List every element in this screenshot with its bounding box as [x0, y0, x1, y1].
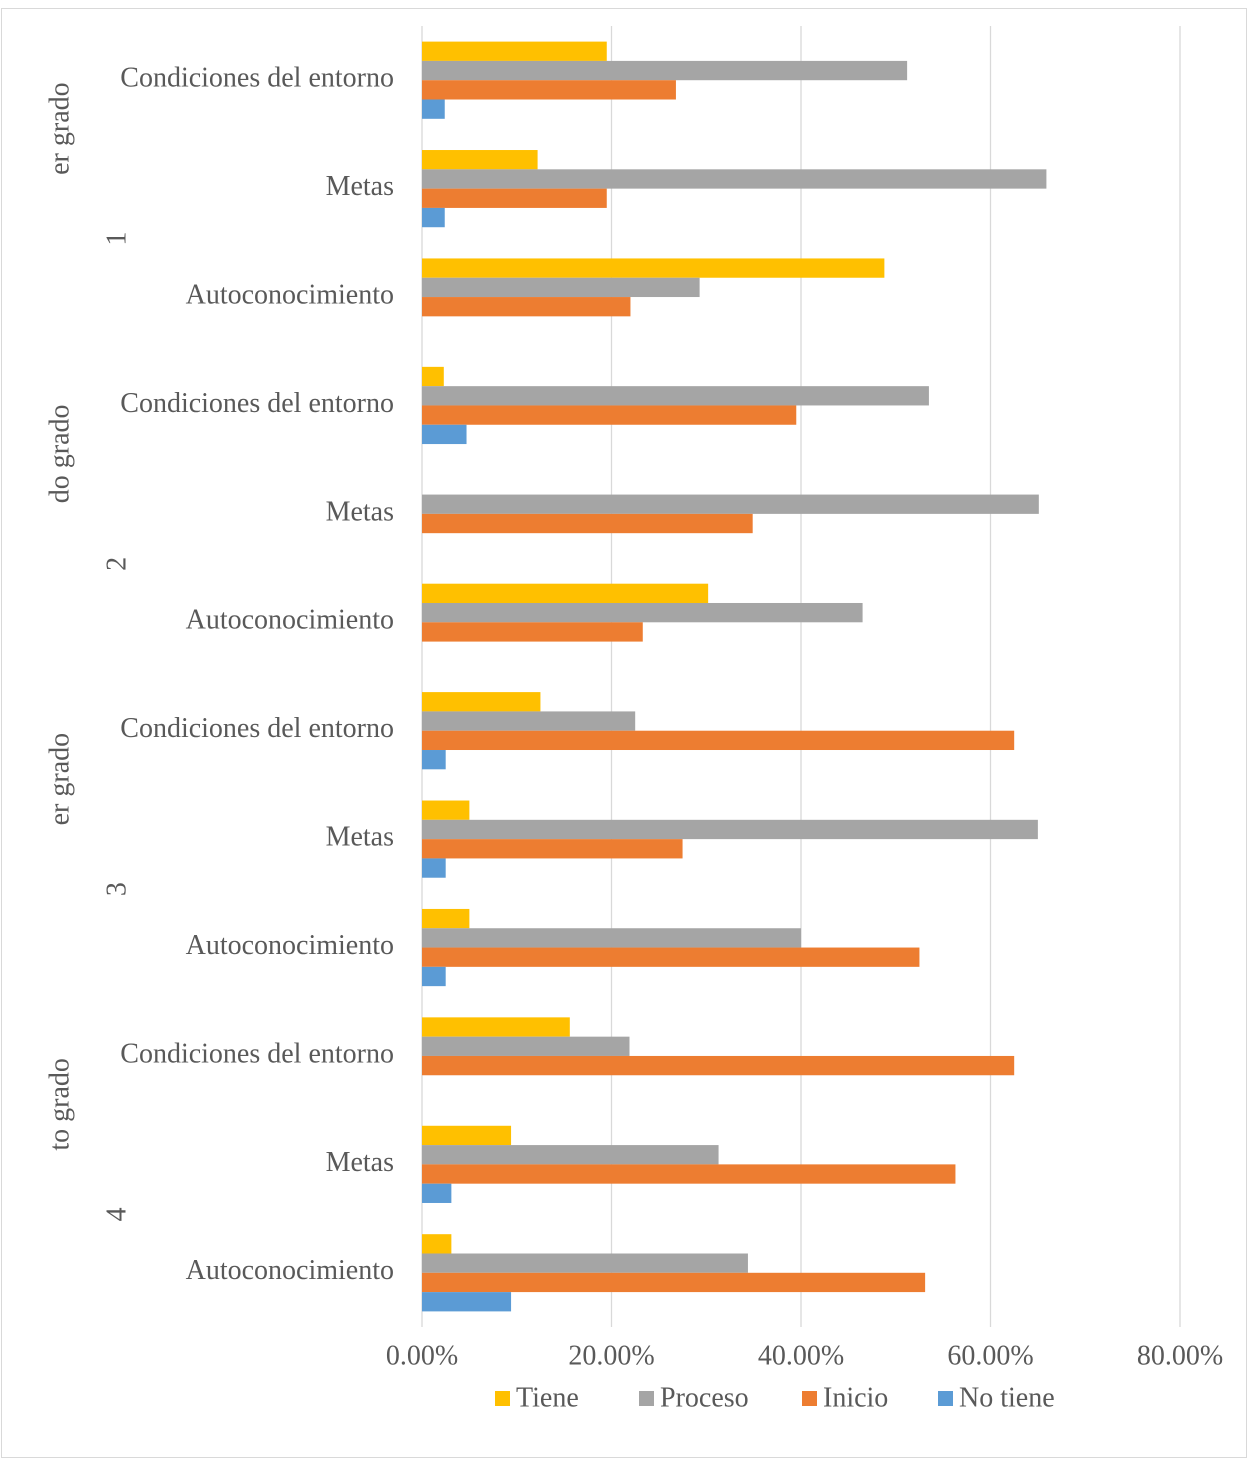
category-label: Metas [326, 171, 394, 202]
bar-proceso [422, 277, 700, 298]
group-label-ordinal: 4 [101, 1207, 132, 1221]
group-label: 2 do grado [44, 404, 132, 570]
bar-inicio [422, 1272, 926, 1293]
bar-tiene [422, 908, 470, 929]
bar-proceso [422, 602, 863, 623]
bar-inicio [422, 297, 631, 317]
bar-no-tiene [422, 99, 445, 119]
legend-item-inicio: Inicio [802, 1382, 888, 1413]
bar-inicio [422, 947, 920, 967]
bar-proceso [422, 169, 1047, 189]
bar-proceso [422, 711, 636, 731]
bar-tiene [422, 150, 538, 170]
x-axis-ticks: 0.00% 20.00% 40.00% 60.00% 80.00% [386, 1340, 1223, 1371]
x-tick-label: 0.00% [386, 1340, 458, 1371]
category-label: Condiciones del entorno [120, 1038, 394, 1069]
bar-proceso [422, 928, 801, 948]
bar-tiene [422, 1017, 570, 1037]
group-label-ordinal: 3 [101, 882, 132, 896]
category-label: Autoconocimiento [186, 930, 394, 961]
category-label: Condiciones del entorno [120, 63, 394, 94]
gridlines [421, 26, 1181, 1327]
category-label: Metas [326, 496, 394, 527]
x-tick-label: 80.00% [1137, 1340, 1223, 1371]
bar-no-tiene [422, 424, 467, 445]
bar-no-tiene [422, 207, 445, 228]
bar-proceso [422, 386, 929, 406]
bar-proceso [422, 1253, 748, 1273]
group-label: 4 to grado [44, 1058, 132, 1221]
bar-no-tiene [422, 750, 446, 770]
category-label: Condiciones del entorno [120, 388, 394, 419]
legend-label: Inicio [823, 1382, 888, 1413]
bar-inicio [422, 1055, 1015, 1076]
legend-label: Tiene [516, 1382, 579, 1413]
bar-inicio [422, 730, 1015, 751]
group-label: 3 er grado [44, 733, 132, 896]
legend-item-proceso: Proceso [639, 1382, 749, 1413]
bar-tiene [422, 41, 607, 61]
bar-inicio [422, 80, 676, 100]
category-label: Metas [326, 822, 394, 853]
legend-item-no-tiene: No tiene [938, 1382, 1055, 1413]
category-label: Metas [326, 1147, 394, 1178]
bar-tiene [422, 1125, 512, 1146]
legend-label: Proceso [660, 1382, 749, 1413]
bar-no-tiene [422, 1292, 512, 1312]
legend-swatch [802, 1391, 817, 1406]
x-tick-label: 20.00% [568, 1340, 654, 1371]
bar-proceso [422, 819, 1038, 840]
bars [422, 41, 1047, 1312]
bar-tiene [422, 800, 470, 820]
bar-tiene [422, 583, 709, 603]
bar-proceso [422, 494, 1039, 514]
group-label-text: to grado [44, 1058, 75, 1151]
bar-inicio [422, 405, 797, 425]
group-labels: 1 er grado 2 do grado 3 er grado 4 to grado [44, 82, 132, 1221]
bar-tiene [422, 258, 885, 278]
legend: Tiene Proceso Inicio No tiene [495, 1382, 1055, 1413]
bar-proceso [422, 60, 908, 81]
bar-tiene [422, 366, 444, 387]
group-label: 1 er grado [44, 82, 132, 245]
legend-swatch [495, 1391, 510, 1406]
bar-inicio [422, 839, 683, 859]
category-label: Autoconocimiento [186, 1255, 394, 1286]
legend-swatch [938, 1391, 953, 1406]
legend-swatch [639, 1391, 654, 1406]
bar-tiene [422, 1234, 452, 1254]
category-label: Autoconocimiento [186, 279, 394, 310]
category-label: Condiciones del entorno [120, 713, 394, 744]
legend-item-tiene: Tiene [495, 1382, 579, 1413]
category-label: Autoconocimiento [186, 605, 394, 636]
group-label-text: er grado [44, 82, 75, 175]
category-labels: Condiciones del entorno Metas Autoconocimi… [120, 63, 394, 1287]
x-tick-label: 40.00% [758, 1340, 844, 1371]
bar-inicio [422, 513, 753, 534]
bar-proceso [422, 1145, 719, 1165]
bar-no-tiene [422, 858, 446, 878]
bar-proceso [422, 1036, 630, 1056]
bar-no-tiene [422, 1183, 452, 1203]
x-tick-label: 60.00% [947, 1340, 1033, 1371]
group-label-ordinal: 1 [101, 232, 132, 246]
bar-inicio [422, 622, 643, 642]
bar-inicio [422, 1164, 956, 1184]
bar-tiene [422, 692, 541, 712]
group-label-text: do grado [44, 404, 75, 503]
bar-inicio [422, 188, 607, 208]
group-label-ordinal: 2 [101, 557, 132, 571]
legend-label: No tiene [959, 1382, 1055, 1413]
group-label-text: er grado [44, 733, 75, 826]
bar-no-tiene [422, 966, 446, 987]
